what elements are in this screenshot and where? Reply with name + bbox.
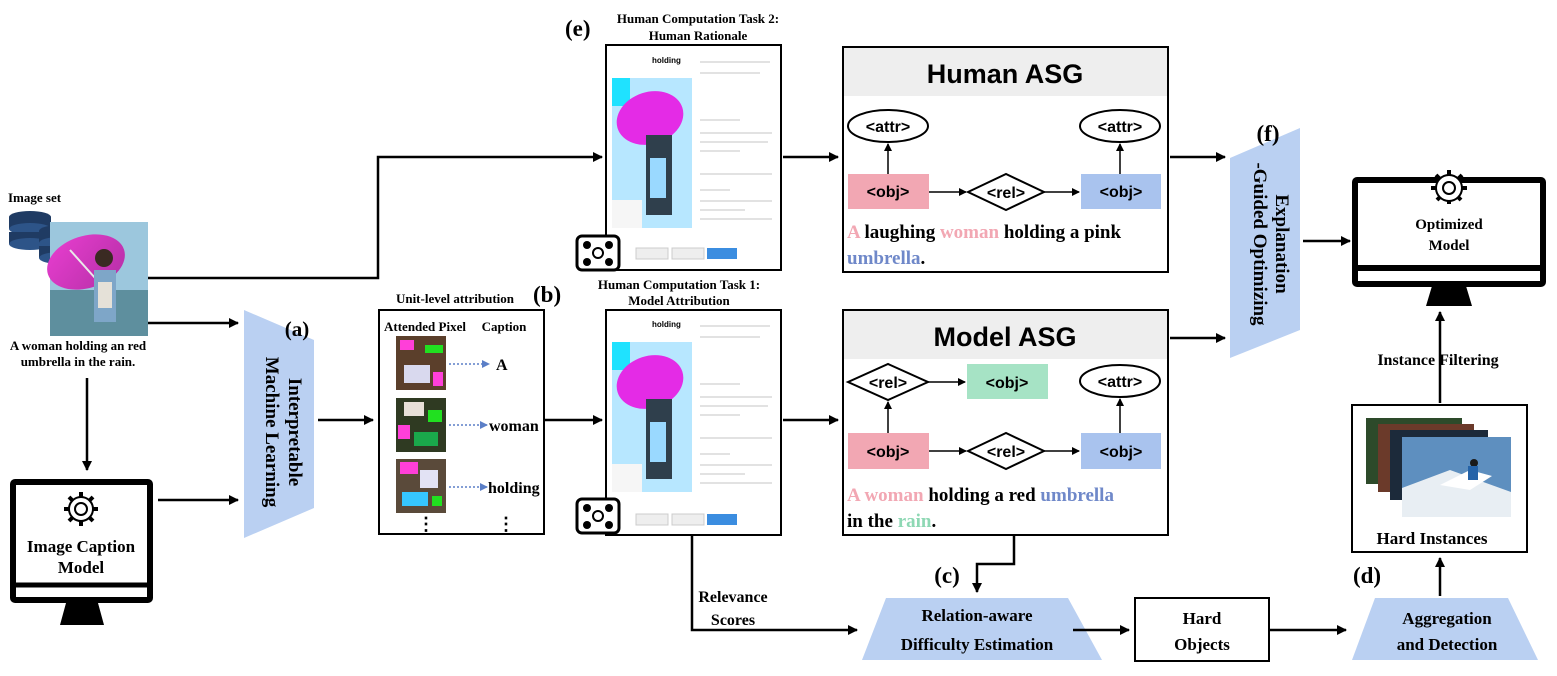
attr-node <box>1079 109 1161 143</box>
optimizing-line-1: Explanation <box>1271 194 1292 294</box>
optimized-model-monitor: Optimized Model <box>1352 170 1546 306</box>
attribution-word: woman <box>489 418 539 435</box>
relevance-scores-line-2: Scores <box>711 612 755 629</box>
obj-node-label: <obj> <box>867 184 910 201</box>
rel-node-label: <rel> <box>987 185 1025 202</box>
obj-node <box>967 364 1048 399</box>
attr-node-label: <attr> <box>866 119 910 136</box>
gear-icon <box>64 492 98 526</box>
rel-node-label: <rel> <box>987 444 1025 461</box>
interpretable-ml-line-1: Interpretable <box>284 378 305 486</box>
task1-title-line-1: Human Computation Task 1: <box>598 277 760 292</box>
relevance-scores-line-1: Relevance <box>698 589 767 606</box>
optimized-model-line-1: Optimized <box>1415 217 1483 233</box>
task1-block: (b) Human Computation Task 1: Model Attr… <box>533 277 782 536</box>
obj-node <box>1081 433 1161 469</box>
task2-screenshot-text: holding <box>652 56 681 65</box>
attended-pixel-thumb <box>396 398 446 452</box>
unit-attribution-panel: Unit-level attribution Attended Pixel Ca… <box>378 291 545 535</box>
image-set-label: Image set <box>8 190 62 205</box>
obj-node-label: <obj> <box>1100 184 1143 201</box>
interpretable-ml-line-2: Machine Learning <box>261 357 282 508</box>
model-asg-panel: Model ASG <rel> <obj> <attr> <obj> <rel>… <box>842 309 1169 536</box>
aggregation-marker: (d) <box>1353 563 1381 588</box>
model-asg-title: Model ASG <box>933 322 1076 352</box>
hard-instances-label: Hard Instances <box>1377 529 1488 548</box>
image-caption-line-1: A woman holding an red <box>10 338 147 353</box>
crowd-workers-icon <box>575 497 621 535</box>
optimizing-block: (f) Explanation -Guided Optimizing <box>1230 121 1300 358</box>
skier-photo <box>1402 437 1511 517</box>
obj-node-label: <obj> <box>986 375 1029 392</box>
attribution-word: A <box>496 357 508 374</box>
difficulty-line-1: Relation-aware <box>921 606 1033 625</box>
attr-node <box>847 109 929 143</box>
obj-node <box>1081 174 1161 209</box>
task1-title-line-2: Model Attribution <box>628 293 730 308</box>
obj-node <box>848 433 929 469</box>
task1-screenshot: holding <box>605 309 782 536</box>
task2-title-line-1: Human Computation Task 2: <box>617 11 779 26</box>
woman-umbrella-photo <box>47 222 148 336</box>
crowd-workers-icon <box>575 234 621 272</box>
caption-header: Caption <box>482 319 528 334</box>
connector-arrows <box>82 152 1445 635</box>
attended-pixel-thumb <box>396 336 446 390</box>
optimized-model-line-2: Model <box>1429 238 1470 254</box>
aggregation-detection-block: (d) Aggregation and Detection <box>1352 563 1538 660</box>
rel-node-label: <rel> <box>869 375 907 392</box>
model-asg-sentence-line-1: A woman holding a red umbrella <box>847 485 1114 506</box>
aggregation-line-1: Aggregation <box>1402 609 1492 628</box>
attr-node-label: <attr> <box>1098 119 1142 136</box>
ellipsis-mark: ⋮ <box>417 514 435 534</box>
attended-pixel-thumb <box>396 459 446 513</box>
difficulty-marker: (c) <box>934 563 960 588</box>
optimizing-marker: (f) <box>1257 121 1280 146</box>
obj-node <box>848 174 929 209</box>
human-asg-panel: Human ASG <attr> <attr> <obj> <obj> <rel… <box>842 46 1169 273</box>
ellipsis-mark: ⋮ <box>497 514 515 534</box>
optimizing-line-2: -Guided Optimizing <box>1249 162 1270 326</box>
human-asg-sentence-line-1: A laughing woman holding a pink <box>847 222 1121 243</box>
aggregation-line-2: and Detection <box>1397 635 1498 654</box>
interpretable-ml-block: (a) Interpretable Machine Learning <box>244 310 314 538</box>
gear-icon <box>1431 170 1467 204</box>
image-set: Image set A woman holding an red umbrell… <box>8 190 148 369</box>
task2-block: (e) Human Computation Task 2: Human Rati… <box>565 11 782 272</box>
hard-objects-box: Hard Objects <box>1134 597 1270 662</box>
task2-screenshot: holding <box>605 44 782 271</box>
caption-model-line-1: Image Caption <box>27 537 136 556</box>
model-asg-sentence-line-2: in the rain. <box>847 511 936 532</box>
instance-filtering-label: Instance Filtering <box>1377 352 1498 369</box>
attr-node <box>1079 364 1161 398</box>
attr-node-label: <attr> <box>1098 374 1142 391</box>
attended-pixel-header: Attended Pixel <box>384 319 466 334</box>
task1-screenshot-text: holding <box>652 320 681 329</box>
attribution-word: holding <box>488 480 540 497</box>
caption-model-monitor: Image Caption Model <box>10 479 153 625</box>
human-asg-title: Human ASG <box>927 59 1084 89</box>
task2-marker: (e) <box>565 16 591 41</box>
unit-attribution-title: Unit-level attribution <box>396 291 515 306</box>
hard-objects-line-2: Objects <box>1174 635 1230 654</box>
interpretable-ml-marker: (a) <box>285 317 310 341</box>
hard-objects-line-1: Hard <box>1183 609 1222 628</box>
caption-model-line-2: Model <box>58 558 105 577</box>
human-asg-sentence-line-2: umbrella. <box>847 248 925 269</box>
image-caption-line-2: umbrella in the rain. <box>21 354 136 369</box>
task2-title-line-2: Human Rationale <box>649 28 748 43</box>
hard-instances-panel: Hard Instances <box>1351 404 1528 553</box>
obj-node-label: <obj> <box>867 444 910 461</box>
difficulty-line-2: Difficulty Estimation <box>901 635 1054 654</box>
difficulty-estimation-block: (c) Relation-aware Difficulty Estimation <box>862 563 1102 660</box>
obj-node-label: <obj> <box>1100 444 1143 461</box>
task1-marker: (b) <box>533 282 561 307</box>
